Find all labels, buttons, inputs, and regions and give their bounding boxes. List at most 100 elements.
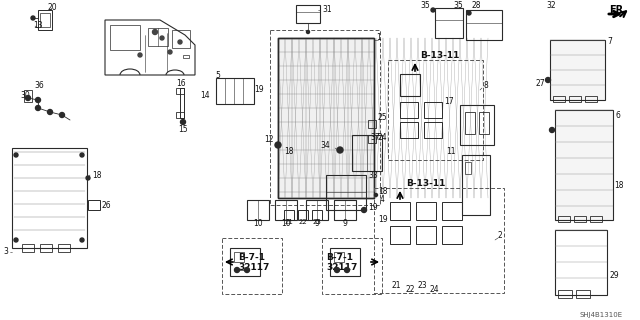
Text: 18: 18 [378, 188, 387, 196]
Bar [322, 238, 382, 294]
Circle shape [138, 53, 142, 57]
Text: 17: 17 [444, 98, 454, 107]
Bar [12, 148, 87, 248]
Bar [230, 248, 260, 276]
Text: 32: 32 [546, 2, 556, 11]
Text: 15: 15 [178, 125, 188, 134]
Text: 4: 4 [379, 196, 384, 204]
Bar [275, 200, 297, 220]
Bar [247, 200, 269, 220]
Bar [585, 96, 597, 102]
Circle shape [467, 11, 471, 15]
Circle shape [178, 40, 182, 44]
Text: 24: 24 [430, 285, 440, 294]
Circle shape [337, 147, 343, 153]
Bar [216, 78, 254, 104]
Bar [590, 216, 602, 222]
Bar [416, 202, 436, 220]
Circle shape [80, 238, 84, 242]
Bar [88, 200, 100, 210]
Bar [368, 135, 376, 143]
Text: 34: 34 [320, 140, 330, 149]
Text: 32117: 32117 [326, 262, 357, 271]
Bar [435, 8, 463, 38]
Text: 23: 23 [312, 219, 321, 225]
Text: 24: 24 [378, 133, 388, 142]
Bar [400, 74, 420, 96]
Bar [183, 55, 189, 58]
Text: B-13-11: B-13-11 [406, 180, 445, 188]
Bar [424, 122, 442, 138]
Text: 35: 35 [420, 1, 430, 10]
Circle shape [26, 95, 31, 100]
Text: 10: 10 [253, 219, 263, 228]
Text: 11: 11 [447, 148, 456, 156]
Circle shape [431, 8, 435, 12]
Bar [553, 96, 565, 102]
Bar [368, 120, 376, 128]
Circle shape [47, 109, 52, 115]
Circle shape [60, 113, 65, 117]
Circle shape [35, 98, 40, 102]
Bar [312, 210, 322, 220]
Text: 23: 23 [418, 281, 428, 290]
Bar [278, 38, 374, 198]
Bar [40, 13, 50, 27]
Text: 12: 12 [264, 135, 274, 145]
Bar [40, 244, 52, 252]
Circle shape [35, 106, 40, 110]
Bar [176, 88, 184, 94]
Bar [234, 252, 244, 262]
Text: 5: 5 [215, 70, 220, 79]
Bar [416, 226, 436, 244]
Bar [296, 5, 320, 23]
Text: 31: 31 [322, 5, 332, 14]
Circle shape [31, 16, 35, 20]
Bar [334, 200, 356, 220]
Text: 6: 6 [615, 110, 620, 119]
Bar [110, 25, 140, 50]
Bar [58, 244, 70, 252]
Bar [479, 112, 489, 134]
Text: 18: 18 [284, 148, 294, 156]
Bar [550, 40, 605, 100]
Bar [424, 102, 442, 118]
Text: SHJ4B1310E: SHJ4B1310E [580, 312, 623, 318]
Bar [180, 88, 184, 118]
Text: 28: 28 [472, 2, 481, 11]
Circle shape [362, 207, 367, 212]
Circle shape [307, 30, 310, 34]
Text: 19: 19 [254, 85, 264, 94]
Bar [442, 202, 462, 220]
Bar [558, 216, 570, 222]
Text: 19: 19 [378, 215, 388, 225]
Bar [400, 102, 418, 118]
Bar [222, 238, 282, 294]
Text: 32117: 32117 [238, 262, 269, 271]
Text: 3: 3 [3, 247, 8, 257]
Circle shape [80, 153, 84, 157]
Text: 19: 19 [368, 204, 378, 212]
Text: 18: 18 [92, 171, 102, 180]
Circle shape [244, 268, 250, 273]
Text: 36: 36 [34, 81, 44, 90]
Bar [400, 122, 418, 138]
Text: 25: 25 [378, 114, 388, 123]
Circle shape [374, 194, 378, 196]
Bar [574, 216, 586, 222]
Bar [555, 110, 613, 220]
Bar [148, 28, 168, 46]
Bar [442, 226, 462, 244]
Text: 14: 14 [200, 91, 210, 100]
Bar [576, 290, 590, 298]
Bar [465, 162, 471, 174]
Text: 29: 29 [609, 270, 619, 279]
Bar [466, 10, 502, 40]
Text: 21: 21 [392, 281, 401, 290]
Text: 1: 1 [376, 34, 381, 43]
Text: 20: 20 [47, 4, 56, 12]
Text: 26: 26 [102, 201, 111, 210]
Circle shape [335, 268, 339, 273]
Text: 8: 8 [484, 81, 489, 90]
Circle shape [545, 77, 550, 83]
